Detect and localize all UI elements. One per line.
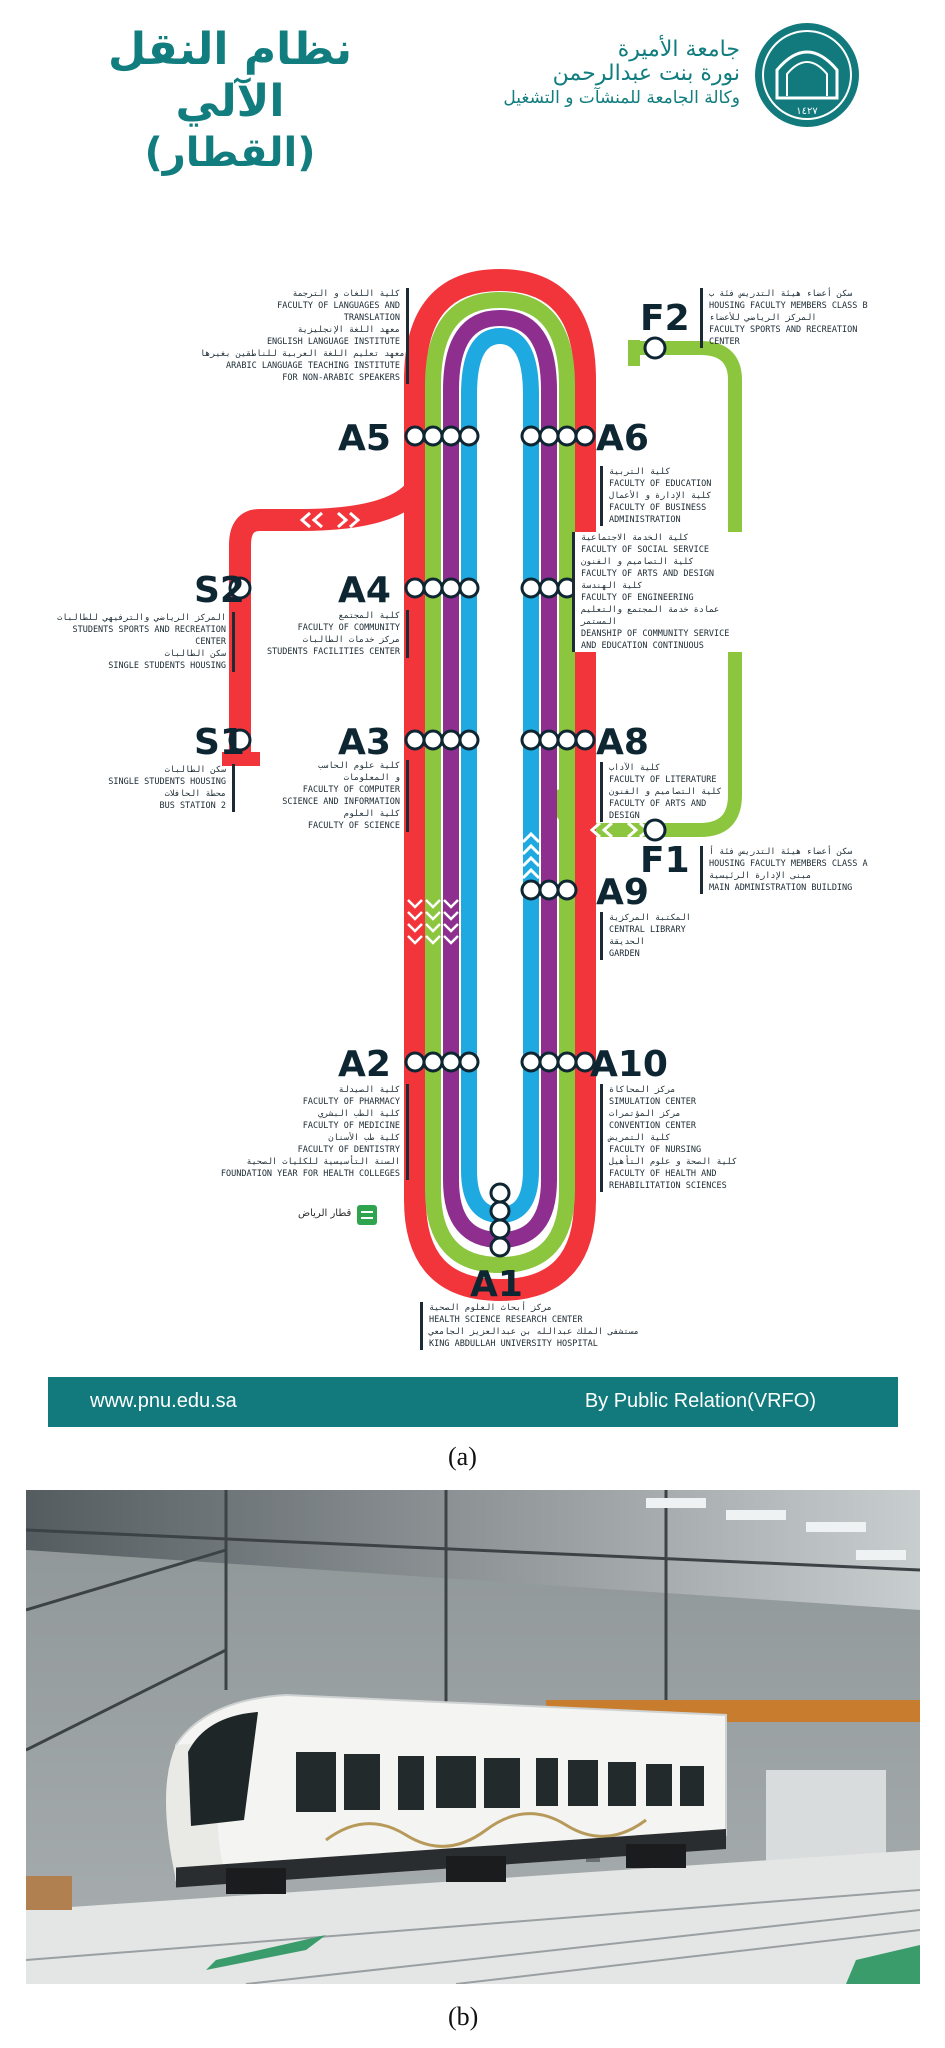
desc-a1: مركز أبحاث العلوم الصحية HEALTH SCIENCE …: [420, 1302, 639, 1350]
desc-a7: كلية الخدمة الاجتماعية FACULTY OF SOCIAL…: [572, 532, 743, 652]
station-label-s2: S2: [194, 570, 245, 611]
purple-main-loop: [443, 309, 557, 1249]
station-label-a4: A4: [338, 570, 391, 611]
caption-b: (b): [448, 2002, 479, 2031]
desc-f2: سكن أعضاء هيئة التدريس فئة ب HOUSING FAC…: [700, 288, 889, 348]
footer-credit: By Public Relation(VRFO): [584, 1390, 816, 1412]
title-line1: نظام النقل الآلي: [108, 24, 352, 127]
red-main-loop: [404, 268, 596, 1302]
station-dot-s2: [228, 576, 252, 600]
university-logo: ١٤٢٧: [755, 23, 859, 127]
train-logo-icon: [357, 1205, 377, 1225]
station-dots-a6: [520, 425, 596, 447]
caption-a: (a): [448, 1442, 477, 1471]
direction-chevrons-red: [299, 511, 361, 529]
desc-a4: كلية المجتمع FACULTY OF COMMUNITY مركز خ…: [262, 610, 409, 658]
train-logo-text: قطار الرياض: [298, 1208, 352, 1219]
riyadh-train-logo: قطار الرياض: [298, 1202, 378, 1230]
footer-website-link[interactable]: www.pnu.edu.sa: [90, 1390, 237, 1412]
station-dots-a9: [520, 879, 578, 901]
logo-year: ١٤٢٧: [796, 106, 818, 117]
desc-s2: المركز الرياضي والترفيهي للطالبات STUDEN…: [50, 612, 235, 672]
map-title: نظام النقل الآلي (القطار): [80, 24, 380, 178]
university-line3: وكالة الجامعة للمنشآت و التشغيل: [503, 88, 740, 108]
station-label-f1: F1: [640, 840, 690, 881]
station-label-a3: A3: [338, 722, 391, 763]
blue-main-loop: [461, 327, 539, 1224]
station-label-s1: S1: [194, 722, 245, 763]
green-main-loop: [425, 291, 575, 1274]
university-line1: جامعة الأميرة: [617, 37, 740, 62]
university-name: جامعة الأميرة نورة بنت عبدالرحمن وكالة ا…: [500, 38, 740, 110]
direction-chevrons-down: [407, 899, 459, 945]
station-dots-a8: [520, 729, 596, 751]
station-dots-a4: [404, 577, 480, 599]
direction-chevrons-blue: [521, 831, 541, 880]
station-label-a9: A9: [596, 872, 649, 913]
station-dot-f2: [643, 336, 667, 360]
desc-s1: سكن الطالبات SINGLE STUDENTS HOUSING محط…: [50, 764, 235, 812]
desc-a2: كلية الصيدلة FACULTY OF PHARMACY كلية ال…: [186, 1084, 409, 1180]
train-depot-photo: [26, 1490, 920, 1984]
station-dots-a3: [404, 729, 480, 751]
desc-a8: كلية الآداب FACULTY OF LITERATURE كلية ا…: [600, 762, 729, 822]
station-dots-a10: [520, 1051, 596, 1073]
desc-a5: كلية اللغات و الترجمة FACULTY OF LANGUAG…: [200, 288, 409, 384]
title-line2: (القطار): [144, 130, 316, 176]
train-route-map: A5 A6 A4 A7 A3 A8 A9 A2 A10 A1 S2 S1 F2 …: [194, 268, 742, 1305]
station-label-a10: A10: [590, 1044, 668, 1085]
desc-f1: سكن أعضاء هيئة التدريس فئة أ HOUSING FAC…: [700, 846, 889, 894]
desc-a10: مركز المحاكاة SIMULATION CENTER مركز الم…: [600, 1084, 759, 1192]
desc-a6: كلية التربية FACULTY OF EDUCATION كلية ا…: [600, 466, 739, 526]
station-dots-a1: [489, 1182, 511, 1258]
station-label-a5: A5: [338, 418, 391, 459]
station-label-f2: F2: [640, 298, 690, 339]
station-dots-a5: [404, 425, 480, 447]
station-label-a8: A8: [596, 722, 649, 763]
station-dots-a2: [404, 1051, 480, 1073]
station-label-a2: A2: [338, 1044, 391, 1085]
footer-bar: www.pnu.edu.sa By Public Relation(VRFO): [48, 1377, 898, 1427]
university-line2: نورة بنت عبدالرحمن: [552, 61, 740, 86]
station-dot-f1: [643, 818, 667, 842]
station-label-a6: A6: [596, 418, 649, 459]
desc-a9: المكتبة المركزية CENTRAL LIBRARY الحديقة…: [600, 912, 729, 960]
desc-a3: كلية علوم الحاسب و المعلومات FACULTY OF …: [262, 760, 409, 832]
station-label-a1: A1: [470, 1264, 523, 1305]
red-branch-terminus: [222, 752, 260, 766]
station-dot-s1: [228, 728, 252, 752]
